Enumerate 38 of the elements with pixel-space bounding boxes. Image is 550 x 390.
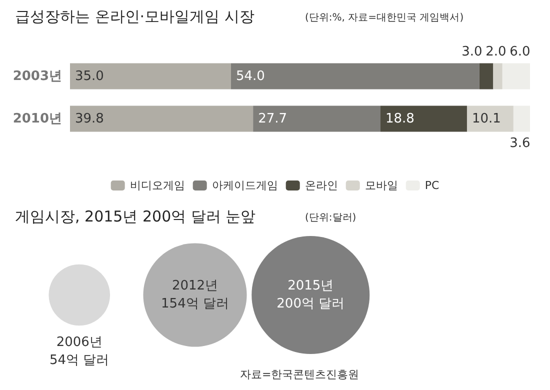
chart-title: 급성장하는 온라인·모바일게임 시장 bbox=[15, 8, 254, 26]
chart-subtitle: (단위:%, 자료=대한민국 게임백서) bbox=[305, 12, 464, 24]
data-label: 39.8 bbox=[75, 111, 104, 126]
legend-label: 온라인 bbox=[304, 179, 338, 192]
bar bbox=[502, 63, 530, 90]
data-label: 54억 달러 bbox=[50, 353, 110, 368]
bar bbox=[70, 106, 254, 132]
bar bbox=[253, 106, 380, 132]
bar bbox=[231, 63, 480, 90]
legend-label: 비디오게임 bbox=[130, 179, 185, 192]
data-label: 6.0 bbox=[510, 44, 530, 60]
data-label: 10.1 bbox=[472, 111, 501, 126]
y-tick-label: 2010년 bbox=[12, 111, 62, 126]
category-label: 2012년 bbox=[172, 278, 218, 294]
data-label: 54.0 bbox=[236, 68, 265, 84]
y-tick-label: 2003년 bbox=[12, 68, 62, 84]
category-label: 2006년 bbox=[56, 335, 102, 350]
text: 게임시장, 2015년 200억 달러 눈앞 bbox=[15, 208, 256, 226]
legend-label: PC bbox=[424, 179, 440, 192]
category-label: 2015년 bbox=[288, 278, 334, 294]
data-label: 3.0 bbox=[462, 44, 482, 60]
text: 자료=한국콘텐츠진흥원 bbox=[240, 368, 360, 381]
data-label: 35.0 bbox=[75, 68, 104, 84]
bar bbox=[380, 106, 467, 132]
legend-label: 아케이드게임 bbox=[212, 179, 278, 192]
text: (단위:달러) bbox=[305, 212, 356, 224]
bar bbox=[70, 63, 231, 90]
data-label: 27.7 bbox=[258, 111, 288, 126]
data-label: 154억 달러 bbox=[161, 296, 229, 312]
bar bbox=[466, 106, 514, 132]
data-label: 3.6 bbox=[510, 136, 530, 151]
bar bbox=[479, 63, 494, 90]
data-label: 2.0 bbox=[486, 44, 506, 60]
data-label: 18.8 bbox=[386, 111, 414, 126]
bar bbox=[493, 63, 502, 90]
bar bbox=[513, 106, 530, 132]
data-label: 200억 달러 bbox=[276, 296, 345, 312]
legend-label: 모바일 bbox=[364, 179, 398, 192]
